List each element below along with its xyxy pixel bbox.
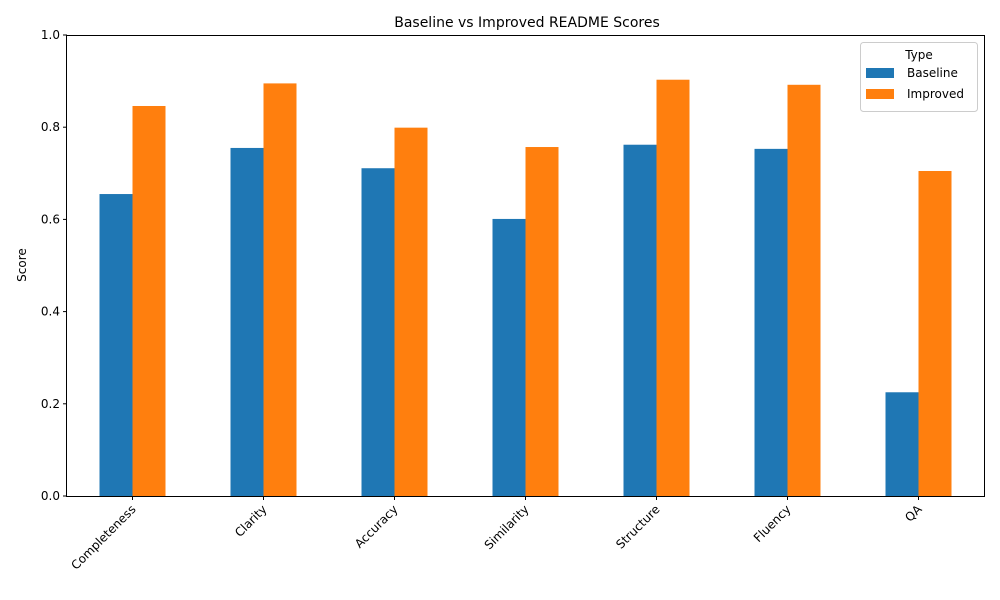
x-tick-label: Accuracy	[352, 502, 401, 551]
bar-improved-similarity	[525, 147, 559, 496]
y-tick-label: 0.4	[41, 305, 60, 319]
bar-baseline-structure	[623, 144, 657, 496]
bar-improved-structure	[656, 79, 690, 496]
legend-label-improved: Improved	[907, 87, 964, 101]
bar-improved-clarity	[263, 83, 297, 496]
bar-baseline-qa	[885, 392, 919, 496]
y-tick-label: 0.2	[41, 397, 60, 411]
y-tick-label: 0.6	[41, 212, 60, 226]
chart-title: Baseline vs Improved README Scores	[394, 15, 660, 31]
x-tick-label: Completeness	[68, 502, 138, 572]
bar-baseline-completeness	[99, 194, 133, 497]
bar-baseline-similarity	[492, 218, 526, 496]
plot-frame	[66, 35, 985, 497]
legend: Type Baseline Improved	[860, 42, 978, 112]
x-tick-label: QA	[902, 502, 925, 525]
legend-swatch-baseline	[866, 68, 894, 78]
bars-group	[99, 79, 952, 497]
y-tick-label: 1.0	[41, 28, 60, 42]
bar-baseline-clarity	[230, 147, 264, 496]
y-tick-label: 0.8	[41, 120, 60, 134]
y-axis-title: Score	[15, 248, 29, 282]
x-tick-label: Clarity	[232, 502, 270, 540]
bar-improved-qa	[918, 170, 952, 496]
bar-improved-accuracy	[394, 127, 428, 496]
legend-title: Type	[904, 48, 933, 62]
x-tick-label: Similarity	[482, 502, 532, 552]
legend-label-baseline: Baseline	[907, 66, 958, 80]
x-tick-label: Structure	[613, 502, 662, 551]
bar-baseline-accuracy	[361, 168, 395, 496]
x-tick-label: Fluency	[751, 502, 794, 545]
bar-improved-completeness	[132, 105, 166, 496]
x-axis: Completeness Clarity Accuracy Similarity Str…	[68, 496, 925, 572]
bar-baseline-fluency	[754, 148, 788, 496]
bar-improved-fluency	[787, 84, 821, 497]
y-axis: 0.0 0.2 0.4 0.6 0.8 1.0	[41, 28, 67, 503]
y-tick-label: 0.0	[41, 489, 60, 503]
legend-swatch-improved	[866, 89, 894, 99]
